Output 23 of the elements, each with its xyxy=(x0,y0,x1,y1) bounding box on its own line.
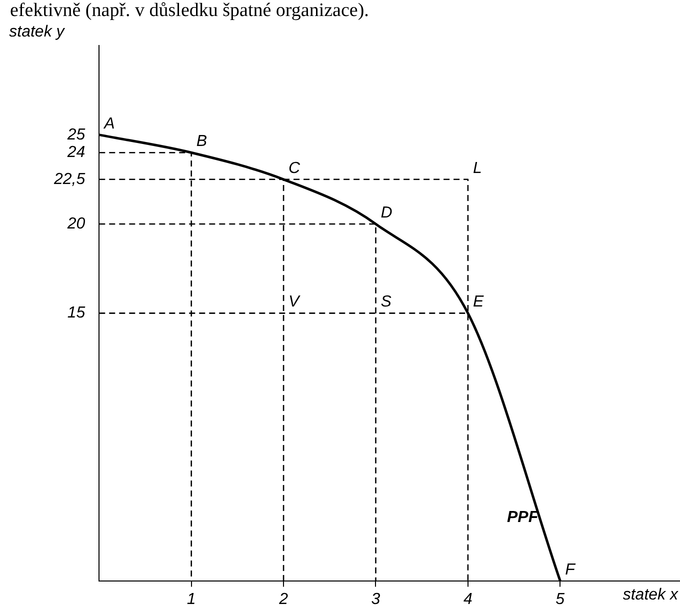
annotation: C xyxy=(288,160,301,177)
x-tick-label: 3 xyxy=(371,590,380,608)
annotation: B xyxy=(196,133,208,150)
y-axis-title: statek y xyxy=(9,23,66,40)
x-axis-title: statek x xyxy=(622,586,679,604)
series-label: PPF xyxy=(507,509,540,526)
annotation: A xyxy=(103,115,115,132)
annotation: L xyxy=(472,160,482,177)
x-tick-label: 2 xyxy=(278,590,288,608)
annotation: S xyxy=(380,294,392,311)
text: efektivně (např. v důsledku špatné organizace). xyxy=(9,0,370,22)
y-tick-label: 25 xyxy=(66,126,86,144)
annotation: D xyxy=(380,204,393,222)
x-tick-label: 1 xyxy=(186,590,196,608)
y-tick-label: 15 xyxy=(67,304,86,322)
x-tick-label: 5 xyxy=(556,590,565,608)
annotation: F xyxy=(565,561,576,578)
y-tick-label: 22,5 xyxy=(53,170,86,188)
y-tick-label: 20 xyxy=(66,215,86,232)
x-tick-label: 4 xyxy=(463,590,472,608)
annotation: E xyxy=(472,294,484,311)
y-tick-label: 24 xyxy=(66,144,86,162)
annotation: V xyxy=(288,294,301,311)
